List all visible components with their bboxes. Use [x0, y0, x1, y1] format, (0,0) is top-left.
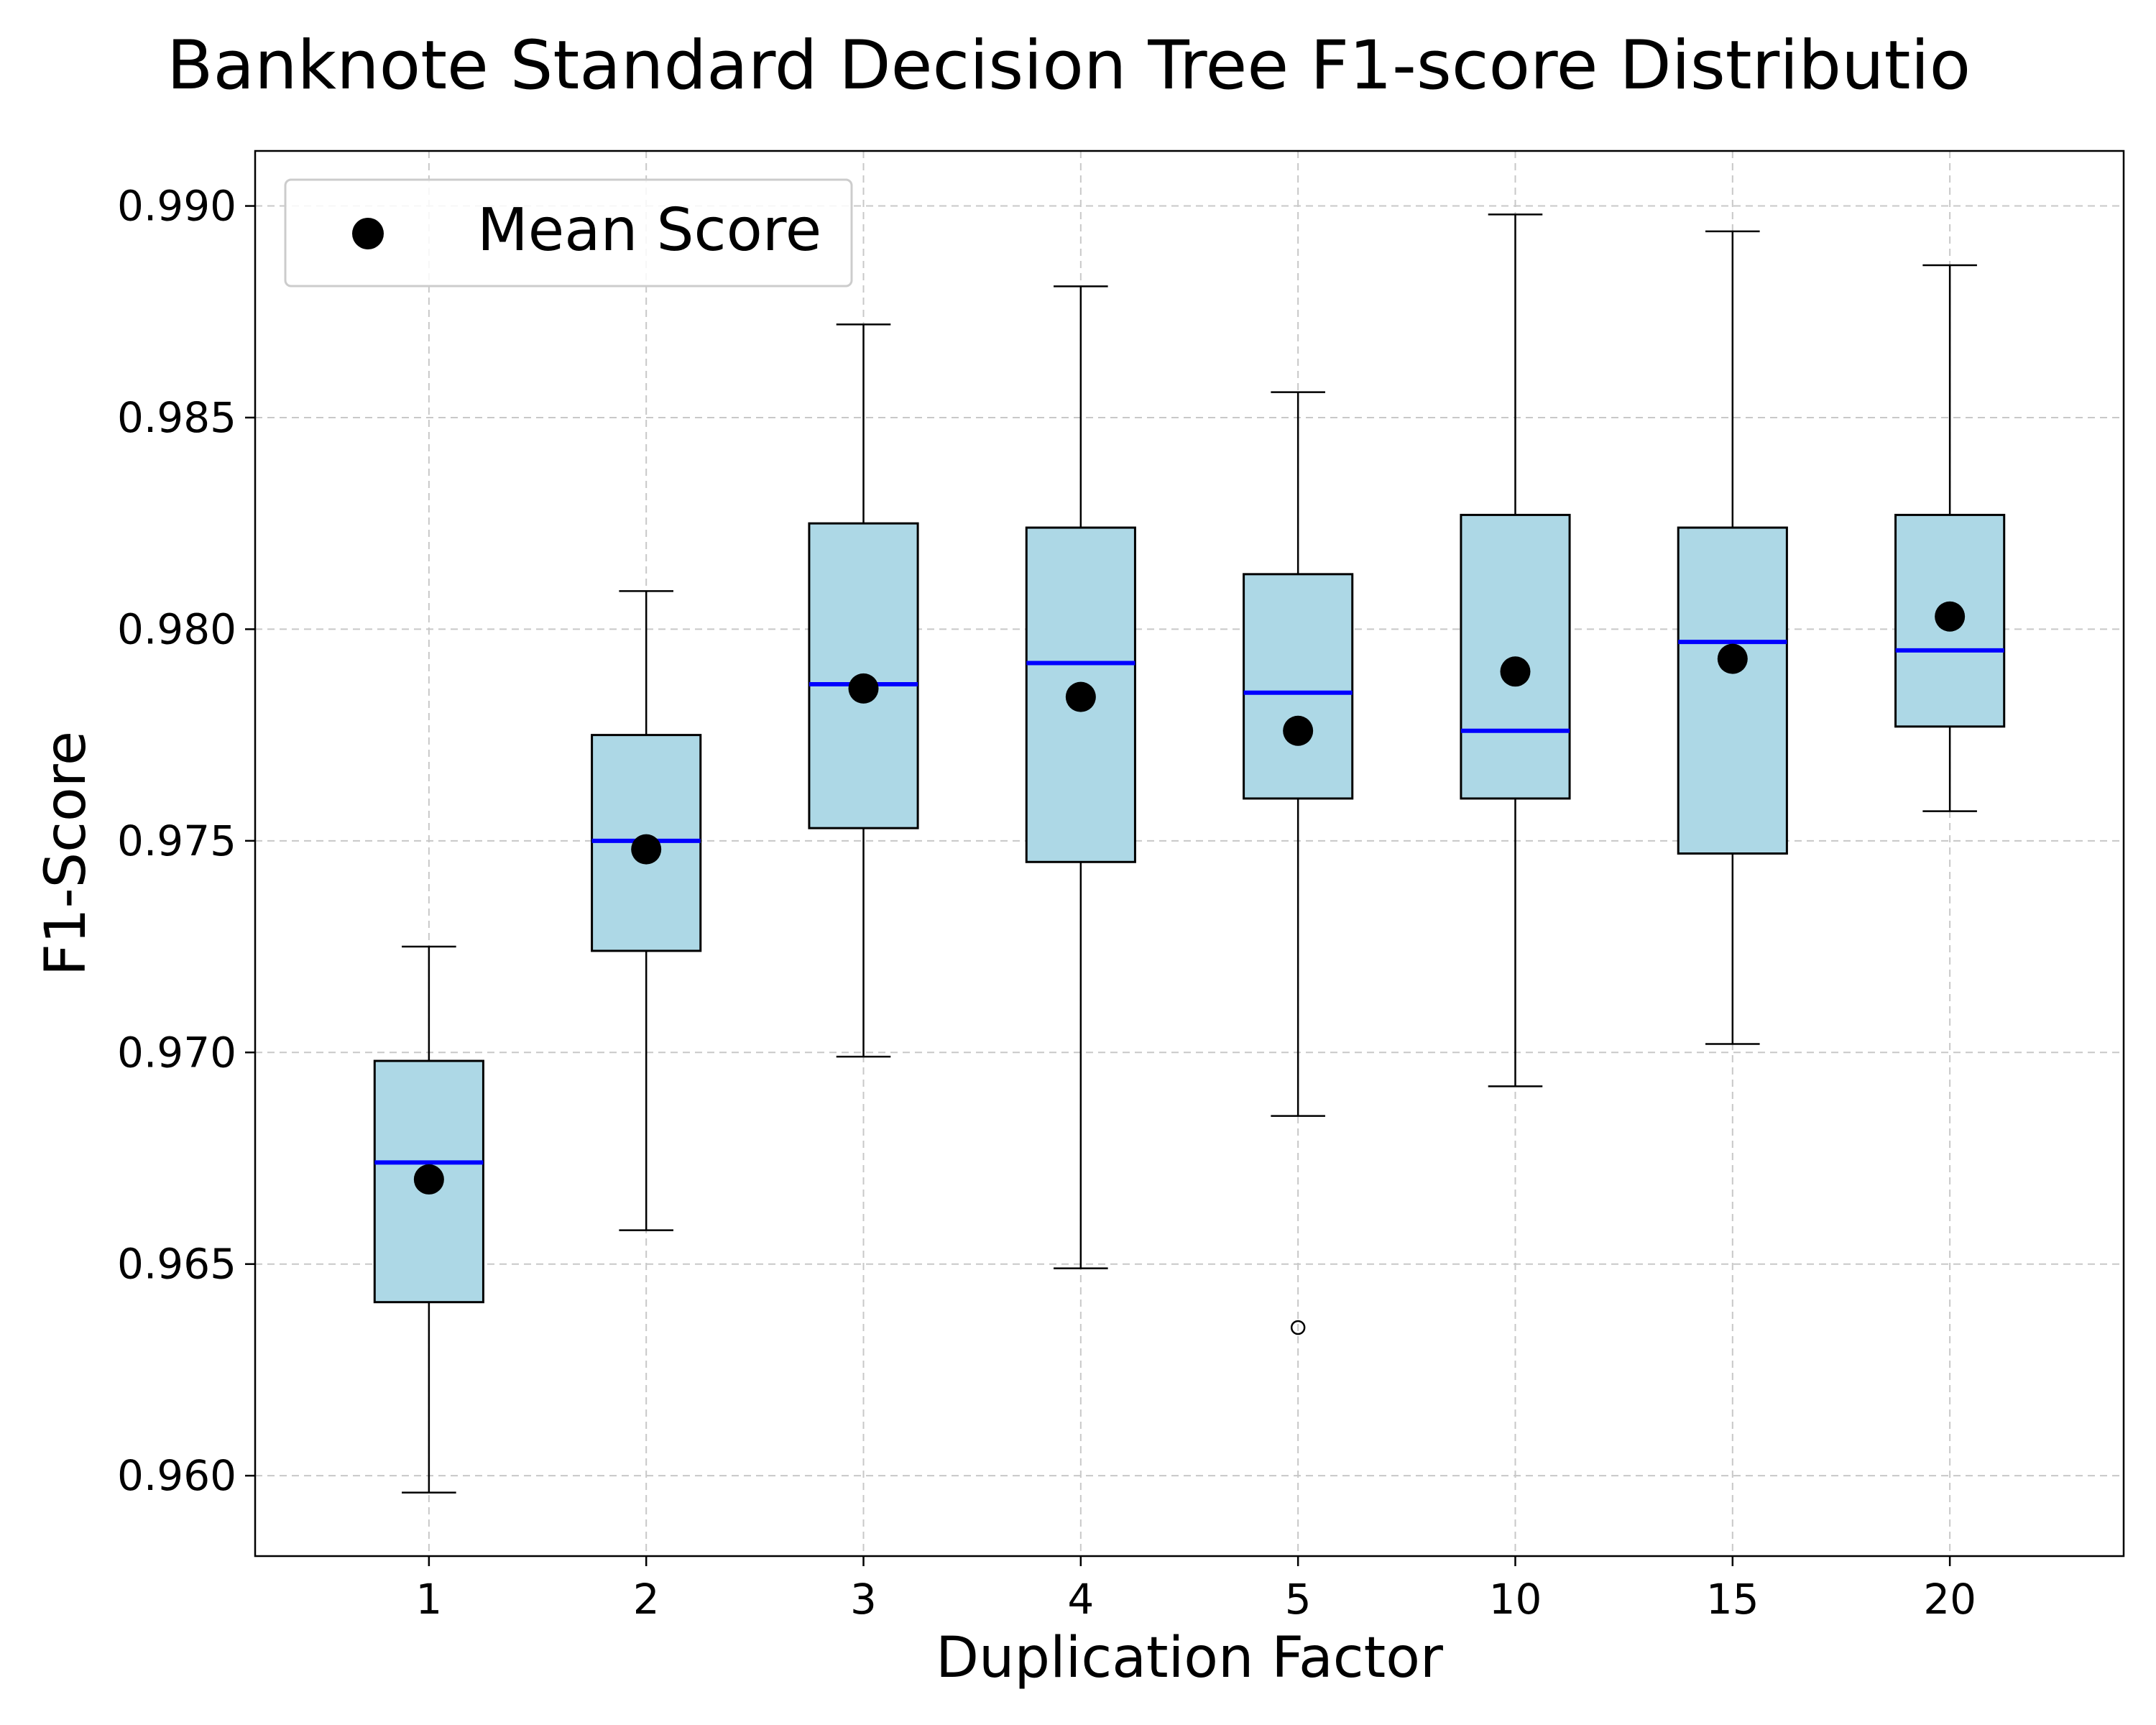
- y-tick-label: 0.985: [117, 393, 236, 442]
- box-group-5: [1243, 391, 1354, 1335]
- x-tick-label: 3: [850, 1575, 877, 1624]
- box-group-3: [808, 323, 919, 1058]
- y-tick-label: 0.960: [117, 1451, 236, 1500]
- x-tick-label: 1: [415, 1575, 442, 1624]
- box-group-4: [1025, 285, 1136, 1269]
- y-tick-label: 0.965: [117, 1240, 236, 1289]
- x-tick-label: 10: [1489, 1575, 1542, 1624]
- iqr-box: [1243, 573, 1354, 800]
- chart-title: Banknote Standard Decision Tree F1-score…: [167, 27, 1971, 105]
- mean-marker: [631, 834, 662, 865]
- y-tick-label: 0.975: [117, 816, 236, 865]
- mean-marker: [1935, 601, 1966, 632]
- outlier-point: [1290, 1320, 1306, 1335]
- x-axis-label: Duplication Factor: [936, 1626, 1444, 1690]
- box-group-1: [373, 945, 484, 1494]
- legend-frame: [284, 178, 853, 288]
- x-tick-label: 20: [1923, 1575, 1976, 1624]
- x-tick-label: 4: [1067, 1575, 1094, 1624]
- x-tick-label: 2: [633, 1575, 660, 1624]
- mean-marker: [1065, 681, 1096, 712]
- mean-marker: [1500, 656, 1531, 687]
- legend-label: Mean Score: [477, 196, 821, 264]
- mean-marker: [1283, 715, 1314, 746]
- grid: [255, 151, 2124, 1556]
- box-group-15: [1677, 230, 1788, 1045]
- mean-marker: [848, 673, 879, 704]
- iqr-box: [1677, 526, 1788, 855]
- x-tick-label: 5: [1285, 1575, 1312, 1624]
- plot-frame: [254, 150, 2125, 1558]
- boxes: [373, 213, 2006, 1494]
- mean-marker: [413, 1164, 444, 1195]
- mean-marker: [1717, 643, 1748, 674]
- box-group-2: [591, 590, 702, 1231]
- y-tick-label: 0.970: [117, 1028, 236, 1077]
- axis-ticks: 0.960 0.965 0.970 0.975 0.980 0.985 0.990 1 2 3 4 5…: [117, 182, 1976, 1624]
- y-tick-label: 0.990: [117, 182, 236, 231]
- iqr-box: [1460, 513, 1571, 800]
- y-axis-label: F1-Score: [34, 731, 98, 976]
- box-group-20: [1894, 264, 2006, 812]
- x-tick-label: 15: [1706, 1575, 1759, 1624]
- legend-mean-marker: [352, 218, 384, 249]
- legend: Mean Score: [284, 178, 853, 288]
- box-group-10: [1460, 213, 1571, 1087]
- y-tick-label: 0.980: [117, 604, 236, 653]
